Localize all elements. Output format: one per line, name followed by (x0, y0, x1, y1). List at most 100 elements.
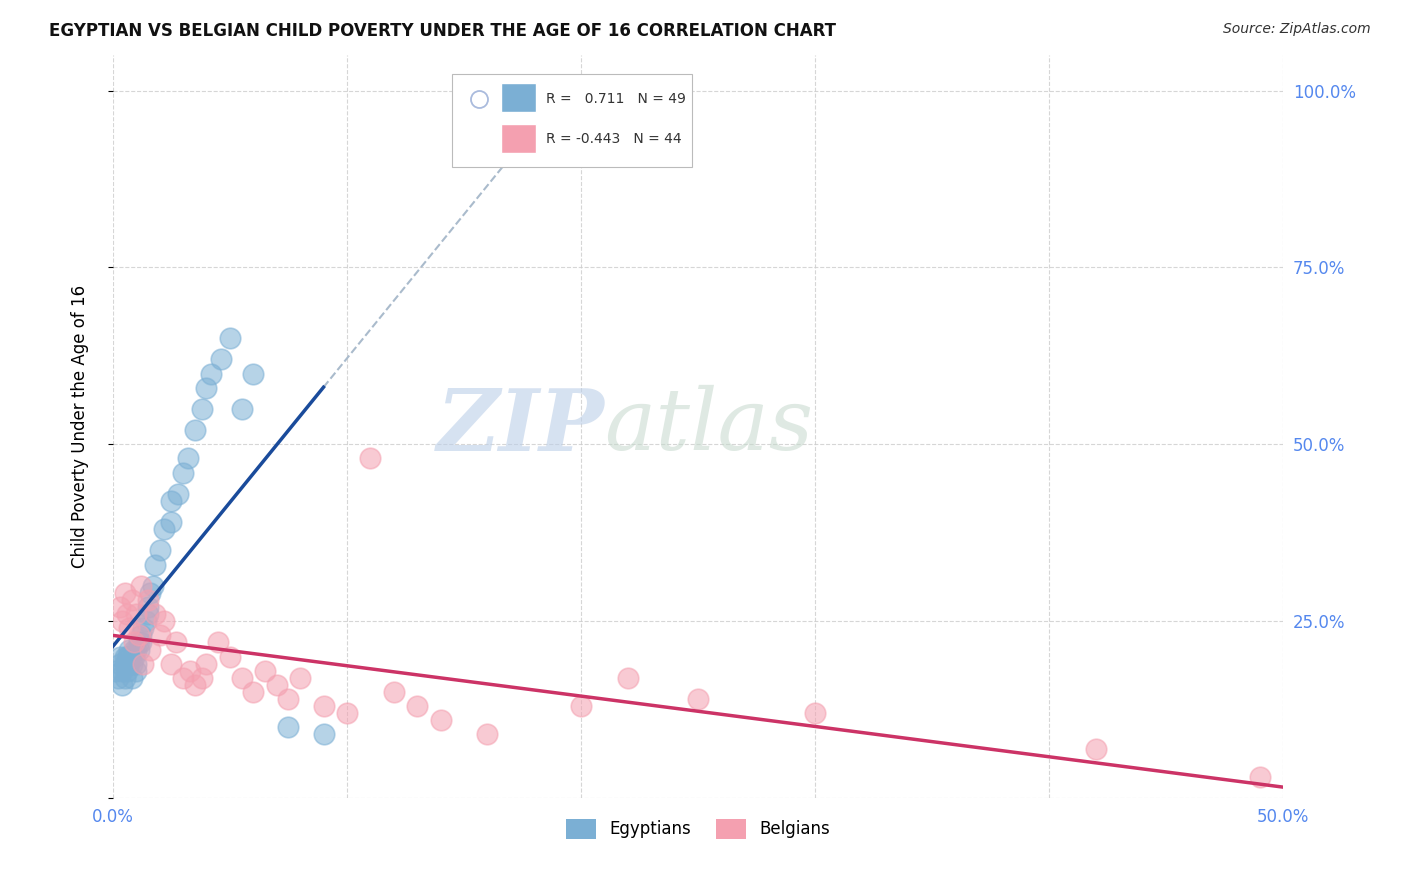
Point (191, 671, 214, 685)
Point (107, 671, 129, 685)
Point (125, 642, 148, 657)
Point (153, 522, 176, 536)
Point (118, 649, 141, 664)
Point (804, 706, 827, 721)
Point (207, 635, 229, 649)
Point (336, 706, 359, 721)
Point (139, 586, 162, 600)
Point (118, 642, 141, 657)
Point (288, 671, 311, 685)
Point (114, 586, 136, 600)
Point (128, 642, 150, 657)
Point (132, 657, 155, 671)
Point (253, 664, 276, 678)
Point (153, 614, 176, 628)
Point (118, 621, 141, 635)
Point (266, 678, 288, 692)
FancyBboxPatch shape (453, 74, 692, 167)
Point (143, 558, 166, 572)
Point (477, 727, 499, 741)
Point (231, 671, 253, 685)
Point (115, 664, 138, 678)
Point (122, 642, 145, 657)
Point (172, 671, 194, 685)
Point (277, 720, 299, 734)
Point (136, 607, 159, 622)
Point (122, 649, 145, 664)
Point (834, 125, 856, 139)
FancyBboxPatch shape (502, 124, 537, 153)
Point (135, 614, 157, 628)
Point (242, 685, 264, 699)
Point (129, 628, 152, 642)
Point (125, 664, 148, 678)
Point (406, 699, 429, 714)
Point (129, 635, 152, 649)
Point (122, 635, 145, 649)
Point (121, 657, 143, 671)
Point (111, 614, 134, 628)
Point (172, 466, 194, 480)
Point (277, 692, 299, 706)
Point (312, 699, 335, 714)
Point (118, 657, 141, 671)
Point (179, 664, 201, 678)
Point (1084, 741, 1107, 756)
Point (184, 678, 207, 692)
Text: atlas: atlas (605, 385, 814, 468)
Point (143, 607, 166, 622)
Point (114, 649, 136, 664)
Point (125, 607, 148, 622)
Point (132, 621, 155, 635)
Point (359, 451, 381, 466)
Text: R = -0.443   N = 44: R = -0.443 N = 44 (546, 132, 682, 146)
Point (200, 367, 222, 381)
Legend: Egyptians, Belgians: Egyptians, Belgians (560, 812, 837, 846)
Text: R =   0.711   N = 49: R = 0.711 N = 49 (546, 92, 686, 106)
Point (139, 642, 162, 657)
Point (149, 543, 172, 558)
Text: EGYPTIAN VS BELGIAN CHILD POVERTY UNDER THE AGE OF 16 CORRELATION CHART: EGYPTIAN VS BELGIAN CHILD POVERTY UNDER … (49, 22, 837, 40)
Point (111, 664, 134, 678)
Point (686, 692, 709, 706)
Point (149, 628, 172, 642)
Point (115, 607, 138, 622)
Point (121, 593, 143, 607)
Point (114, 671, 136, 685)
Point (429, 714, 451, 728)
Point (142, 579, 165, 593)
Point (111, 678, 134, 692)
Point (195, 657, 218, 671)
Point (177, 451, 200, 466)
Point (231, 401, 253, 416)
Point (191, 401, 214, 416)
Point (108, 649, 131, 664)
Y-axis label: Child Poverty Under the Age of 16: Child Poverty Under the Age of 16 (72, 285, 89, 568)
Text: ZIP: ZIP (436, 384, 605, 468)
FancyBboxPatch shape (502, 83, 537, 112)
Point (128, 628, 150, 642)
Point (108, 600, 131, 615)
Point (569, 699, 592, 714)
Point (160, 494, 183, 508)
Point (1249, 770, 1271, 784)
Point (218, 331, 240, 345)
Point (167, 487, 190, 501)
Point (160, 657, 183, 671)
Point (616, 671, 638, 685)
Point (114, 657, 136, 671)
Point (108, 657, 131, 671)
Point (128, 635, 150, 649)
Point (136, 600, 159, 615)
Point (160, 515, 183, 529)
Point (195, 381, 218, 395)
Point (218, 649, 240, 664)
Point (165, 635, 187, 649)
Point (312, 727, 335, 741)
Point (115, 649, 138, 664)
Point (125, 657, 148, 671)
Point (121, 671, 143, 685)
Point (184, 423, 207, 437)
Point (129, 579, 152, 593)
Point (242, 367, 264, 381)
